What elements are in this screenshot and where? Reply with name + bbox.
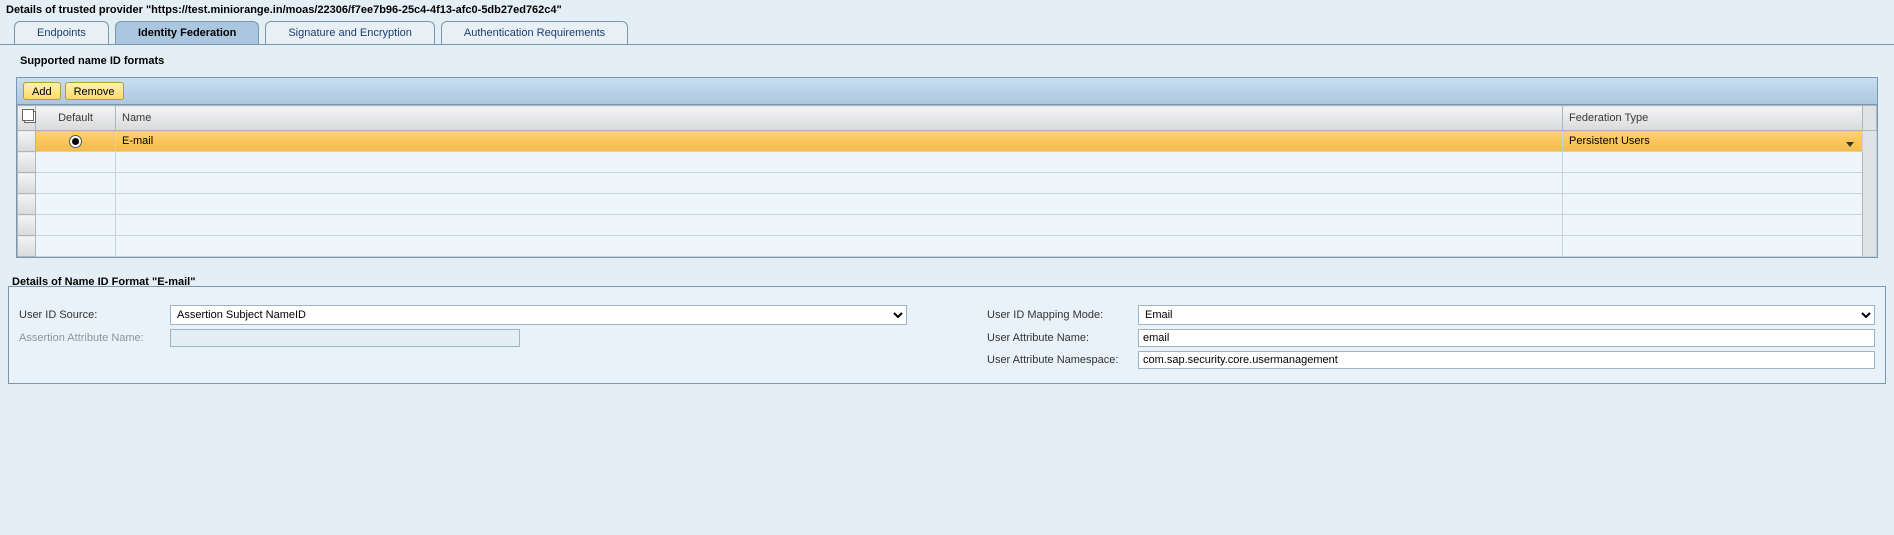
tab-identity-federation[interactable]: Identity Federation <box>115 21 259 44</box>
table-row[interactable] <box>18 152 1877 173</box>
toolbar: Add Remove <box>17 78 1877 105</box>
row-selector[interactable] <box>18 215 36 236</box>
label-user-attribute-name: User Attribute Name: <box>987 332 1138 344</box>
row-selector[interactable] <box>18 173 36 194</box>
cell-federation[interactable]: Persistent Users <box>1563 131 1863 152</box>
tab-signature-encryption[interactable]: Signature and Encryption <box>265 21 435 44</box>
col-federation[interactable]: Federation Type <box>1563 106 1863 131</box>
table-row[interactable] <box>18 215 1877 236</box>
tab-endpoints[interactable]: Endpoints <box>14 21 109 44</box>
row-selector[interactable] <box>18 194 36 215</box>
supported-heading: Supported name ID formats <box>20 55 1886 67</box>
scroll-up-icon[interactable] <box>1863 106 1877 131</box>
user-attribute-namespace-input[interactable] <box>1138 351 1875 369</box>
assertion-attribute-name-input <box>170 329 520 347</box>
tab-authentication-requirements[interactable]: Authentication Requirements <box>441 21 628 44</box>
user-attribute-name-input[interactable] <box>1138 329 1875 347</box>
nameid-table: Default Name Federation Type E-mail Pers… <box>17 105 1877 257</box>
col-default[interactable]: Default <box>36 106 116 131</box>
remove-button[interactable]: Remove <box>65 82 124 100</box>
table-row[interactable] <box>18 173 1877 194</box>
user-id-source-select[interactable]: Assertion Subject NameID <box>170 305 907 325</box>
row-selector[interactable] <box>18 131 36 152</box>
form-left-col: User ID Source: Assertion Subject NameID… <box>19 305 907 373</box>
chevron-down-icon[interactable] <box>1846 142 1854 147</box>
scrollbar[interactable] <box>1863 131 1877 257</box>
label-user-id-mapping-mode: User ID Mapping Mode: <box>987 309 1138 321</box>
label-user-id-source: User ID Source: <box>19 309 170 321</box>
table-row[interactable]: E-mail Persistent Users <box>18 131 1877 152</box>
select-all-icon[interactable] <box>18 106 36 131</box>
row-selector[interactable] <box>18 236 36 257</box>
federation-value: Persistent Users <box>1569 135 1650 147</box>
details-heading: Details of Name ID Format "E-mail" <box>12 276 1894 288</box>
add-button[interactable]: Add <box>23 82 61 100</box>
user-id-mapping-mode-select[interactable]: Email <box>1138 305 1875 325</box>
col-name[interactable]: Name <box>116 106 1563 131</box>
table-row[interactable] <box>18 194 1877 215</box>
label-user-attribute-namespace: User Attribute Namespace: <box>987 354 1138 366</box>
cell-name[interactable]: E-mail <box>116 131 1563 152</box>
form-right-col: User ID Mapping Mode: Email User Attribu… <box>987 305 1875 373</box>
tab-strip: Endpoints Identity Federation Signature … <box>0 20 1894 45</box>
default-radio[interactable] <box>36 131 116 152</box>
page-title: Details of trusted provider "https://tes… <box>0 0 1894 18</box>
row-selector[interactable] <box>18 152 36 173</box>
supported-panel: Add Remove Default Name Federation Type <box>16 77 1878 258</box>
table-row[interactable] <box>18 236 1877 257</box>
label-assertion-attribute-name: Assertion Attribute Name: <box>19 332 170 344</box>
details-panel: User ID Source: Assertion Subject NameID… <box>8 286 1886 384</box>
